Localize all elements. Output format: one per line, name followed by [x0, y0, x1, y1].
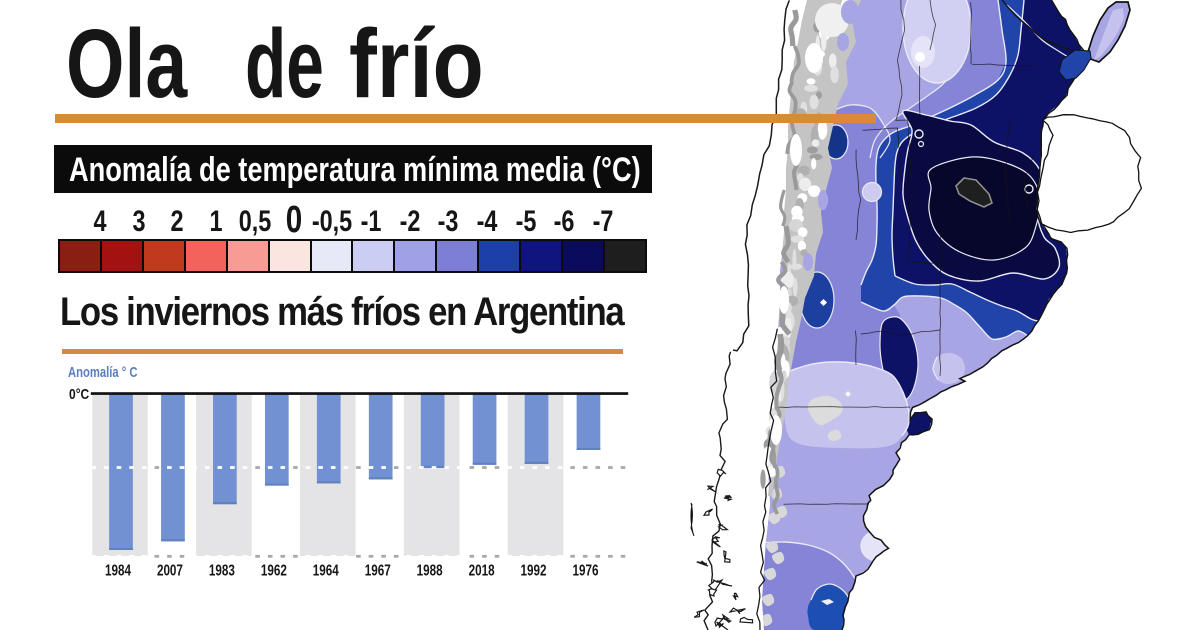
svg-text:1962: 1962	[261, 563, 287, 580]
svg-text:2007: 2007	[157, 563, 183, 580]
svg-text:1988: 1988	[417, 563, 443, 580]
svg-text:1992: 1992	[521, 563, 547, 580]
svg-text:1984: 1984	[105, 563, 131, 580]
svg-text:1967: 1967	[365, 563, 391, 580]
svg-text:2018: 2018	[469, 563, 495, 580]
svg-text:1983: 1983	[209, 563, 235, 580]
svg-text:1976: 1976	[572, 563, 598, 580]
svg-text:1964: 1964	[313, 563, 339, 580]
